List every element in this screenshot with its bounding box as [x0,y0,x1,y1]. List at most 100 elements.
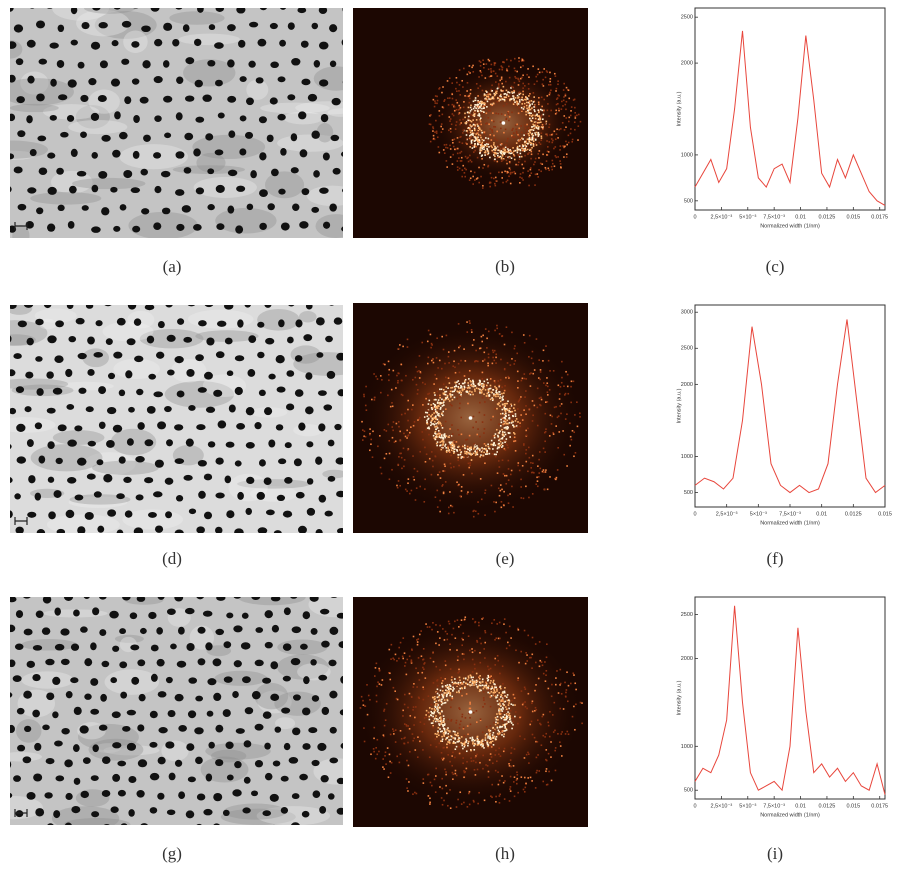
fft-speckle [501,710,504,712]
fft-speckle [502,683,504,685]
fft-speckle [491,349,494,352]
fft-speckle [430,451,433,453]
fft-speckle [494,754,497,756]
fft-speckle [474,385,477,387]
fft-speckle [522,788,525,791]
fft-speckle [421,341,424,344]
caption: (a) [163,257,182,276]
fft-speckle [448,129,450,132]
fft-speckle [474,739,477,742]
fft-speckle [470,676,473,679]
fft-speckle [403,737,405,740]
fft-speckle [483,131,485,134]
fft-speckle [493,690,496,692]
pore [318,674,328,681]
fft-speckle [442,470,445,472]
fft-speckle [448,116,451,118]
fft-speckle [447,355,450,358]
fft-speckle [461,713,464,716]
fft-speckle [525,104,528,107]
fft-speckle [509,171,512,174]
fft-speckle [404,488,407,491]
fft-speckle [365,409,368,412]
fft-speckle [496,694,499,696]
fft-speckle [523,738,526,740]
fft-speckle [456,691,458,694]
fft-speckle [531,420,534,422]
fft-speckle [458,69,461,71]
pore [137,659,146,667]
fft-speckle [521,110,523,112]
fft-speckle [559,745,562,747]
fft-speckle [508,644,511,647]
fft-speckle [528,95,530,97]
fft-speckle [495,389,498,392]
fft-speckle [532,372,535,375]
fft-speckle [517,153,520,156]
fft-speckle [444,664,447,667]
fft-speckle [467,382,469,384]
fft-speckle [490,68,492,70]
fft-speckle [514,440,517,442]
fft-speckle [475,107,477,110]
fft-speckle [573,121,576,124]
fft-speckle [525,429,527,432]
pore [340,675,343,684]
pore [181,205,191,213]
pore [47,223,56,232]
fft-speckle [536,114,538,116]
fft-speckle [494,385,496,388]
fft-speckle [447,104,450,106]
fft-speckle [483,358,486,361]
fft-speckle [496,388,498,390]
fft-speckle [448,392,450,394]
fft-speckle [440,751,443,754]
pore [42,597,52,604]
fft-speckle [499,413,502,415]
pore [120,691,128,699]
fft-speckle [473,681,475,683]
fft-speckle [427,329,430,332]
fft-speckle [454,756,456,759]
pore [154,525,164,533]
fft-speckle [560,108,563,110]
fft-speckle [494,93,496,95]
fft-speckle [517,791,519,794]
fft-speckle [520,155,523,158]
fft-speckle [406,338,409,341]
fft-speckle [477,101,480,103]
fft-speckle [373,399,376,401]
fft-speckle [568,97,571,100]
fft-speckle [543,98,546,101]
fft-speckle [490,746,493,748]
fft-speckle [481,340,484,343]
fft-speckle [527,753,530,756]
pore [25,371,34,379]
pore [234,761,242,769]
fft-speckle [458,626,460,628]
fft-speckle [502,716,505,718]
fft-speckle [480,740,483,742]
fft-speckle [518,156,521,158]
fft-speckle [511,171,514,174]
fft-speckle [495,453,497,456]
fft-speckle [444,398,447,401]
pore [300,643,308,650]
pore [185,95,195,102]
pore [320,113,329,123]
fft-speckle [436,489,439,492]
pore [130,644,140,651]
fft-speckle [481,731,484,734]
fft-speckle [448,690,451,693]
fft-speckle [477,107,480,109]
fft-speckle [428,718,431,721]
fft-speckle [507,113,510,116]
fft-speckle [505,422,508,425]
fft-speckle [563,82,565,85]
fft-speckle [499,686,501,688]
fft-speckle [501,725,504,728]
fft-speckle [477,741,479,743]
pore [248,335,257,343]
fft-speckle [415,792,418,795]
fft-speckle [545,401,547,403]
